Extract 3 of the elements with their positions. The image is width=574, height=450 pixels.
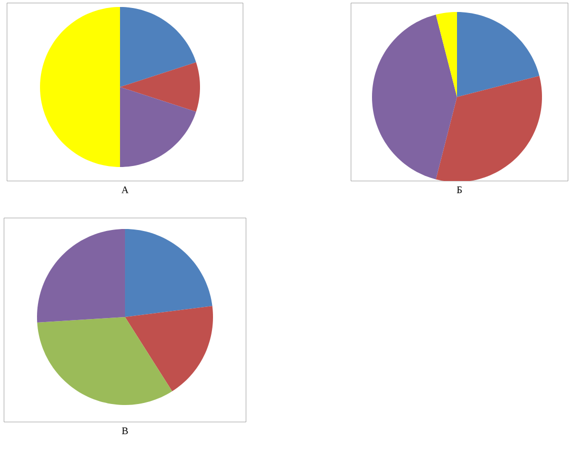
text: В [122, 428, 128, 434]
text: А [121, 186, 129, 194]
text: Б [456, 186, 462, 194]
